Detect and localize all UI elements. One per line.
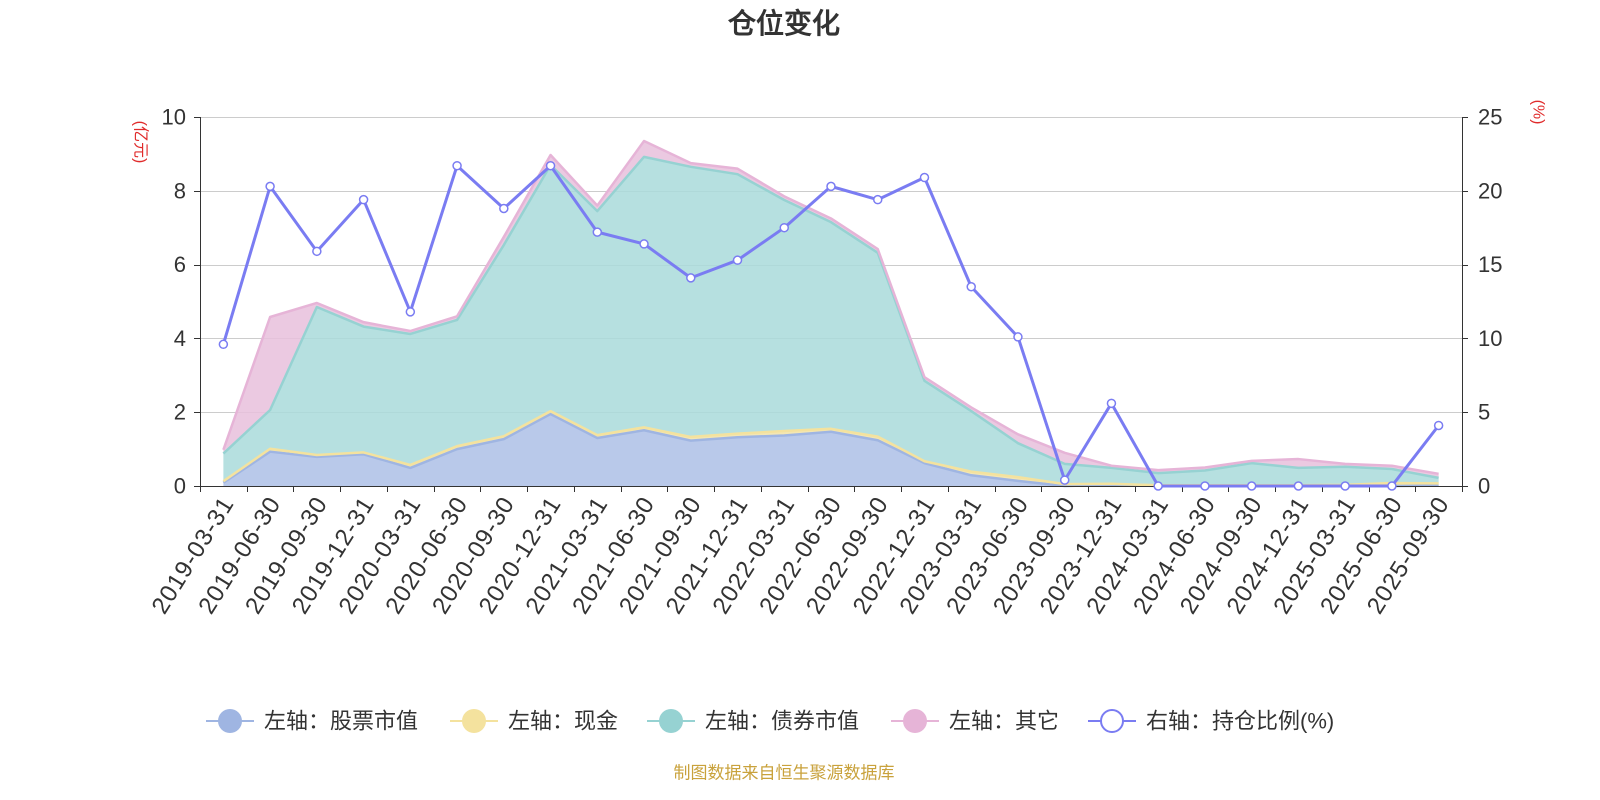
holding-ratio-point[interactable] xyxy=(1200,481,1210,491)
legend-label: 左轴：股票市值 xyxy=(264,709,418,734)
holding-ratio-point[interactable] xyxy=(919,172,930,183)
left-axis-name: (亿元) xyxy=(132,121,150,164)
holding-ratio-point[interactable] xyxy=(966,281,976,292)
holding-ratio-point[interactable] xyxy=(872,194,883,205)
legend-item-holding-ratio[interactable]: 右轴：持仓比例(%) xyxy=(1088,709,1334,734)
left-y-tick-label: 4 xyxy=(174,326,186,351)
holding-ratio-point[interactable] xyxy=(1153,481,1163,491)
legend-label: 左轴：债券市值 xyxy=(705,709,859,734)
holding-ratio-point[interactable] xyxy=(592,227,603,237)
holding-ratio-point[interactable] xyxy=(779,222,790,233)
holding-ratio-point[interactable] xyxy=(1340,481,1350,491)
legend-swatch-dot xyxy=(903,709,927,733)
legend-label: 左轴：其它 xyxy=(949,709,1059,734)
left-y-tick-label: 2 xyxy=(174,400,186,425)
legend-swatch-dot xyxy=(1100,709,1124,733)
legend-label: 左轴：现金 xyxy=(508,709,618,734)
legend-swatch-dot xyxy=(218,709,242,733)
holding-ratio-point[interactable] xyxy=(218,339,229,350)
stacked-areas xyxy=(223,140,1439,486)
holding-ratio-point[interactable] xyxy=(732,255,743,265)
legend-swatch-dot xyxy=(659,709,683,733)
legend-item-bond-value[interactable]: 左轴：债券市值 xyxy=(647,709,859,734)
holding-ratio-point[interactable] xyxy=(405,307,416,317)
legend-label: 右轴：持仓比例(%) xyxy=(1146,709,1334,734)
holding-ratio-point[interactable] xyxy=(312,246,322,257)
holding-ratio-point[interactable] xyxy=(1013,332,1023,342)
left-y-tick-label: 8 xyxy=(174,178,186,203)
legend-item-cash[interactable]: 左轴：现金 xyxy=(450,709,618,734)
chart-title: 仓位变化 xyxy=(728,7,840,39)
holding-ratio-series xyxy=(218,160,1444,491)
right-y-tick-label: 25 xyxy=(1478,105,1502,130)
right-y-tick-label: 15 xyxy=(1478,252,1502,277)
holding-ratio-point[interactable] xyxy=(686,273,696,283)
holding-ratio-point[interactable] xyxy=(1387,481,1397,491)
legend: 左轴：股票市值 左轴：现金 左轴：债券市值 左轴：其它 右轴：持仓比例(%) xyxy=(206,709,1334,734)
holding-ratio-point[interactable] xyxy=(358,194,369,205)
holding-ratio-point[interactable] xyxy=(1246,481,1257,491)
holding-ratio-point[interactable] xyxy=(265,181,275,192)
holding-ratio-point[interactable] xyxy=(452,160,462,171)
data-source-note: 制图数据来自恒生聚源数据库 xyxy=(674,764,895,783)
other-line xyxy=(222,139,1439,476)
left-y-tick-label: 6 xyxy=(174,252,186,277)
left-y-tick-label: 0 xyxy=(174,474,186,499)
holding-ratio-point[interactable] xyxy=(1293,481,1304,491)
bond-value-line xyxy=(222,155,1439,480)
bond-value-area xyxy=(223,156,1439,486)
holding-ratio-point[interactable] xyxy=(1106,398,1117,409)
stock-value-area xyxy=(223,414,1439,486)
holding-ratio-point[interactable] xyxy=(1433,420,1444,431)
right-y-tick-label: 5 xyxy=(1478,400,1490,425)
holding-ratio-point[interactable] xyxy=(499,203,509,214)
left-y-tick-label: 10 xyxy=(162,105,186,130)
legend-item-stock-value[interactable]: 左轴：股票市值 xyxy=(206,709,418,734)
legend-swatch-dot xyxy=(462,709,486,733)
holding-ratio-point[interactable] xyxy=(1059,475,1070,485)
right-y-tick-label: 20 xyxy=(1478,178,1502,203)
right-y-tick-label: 0 xyxy=(1478,474,1490,499)
right-y-tick-label: 10 xyxy=(1478,326,1502,351)
legend-item-other[interactable]: 左轴：其它 xyxy=(891,709,1059,734)
right-axis-name: (%) xyxy=(1530,100,1547,125)
holding-ratio-point[interactable] xyxy=(639,239,649,249)
holding-ratio-point[interactable] xyxy=(826,181,836,192)
holding-ratio-point[interactable] xyxy=(545,160,556,171)
